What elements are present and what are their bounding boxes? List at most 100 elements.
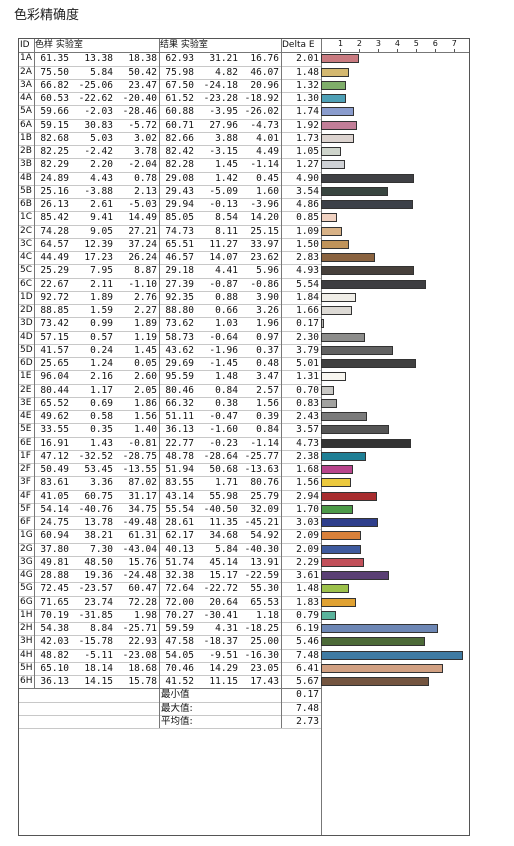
result-l-value: 75.98 (165, 66, 194, 78)
delta-e-bar (321, 54, 360, 64)
sample-a-value: 2.16 (90, 371, 113, 383)
delta-e-value: 1.70 (296, 503, 319, 515)
result-l-value: 36.13 (165, 424, 194, 436)
delta-e-value: 1.05 (296, 146, 319, 157)
sample-l-value: 70.19 (40, 609, 69, 621)
sample-b-value: 15.78 (128, 676, 157, 687)
row-id: 6A (20, 119, 32, 130)
row-id: 5D (20, 344, 33, 355)
delta-e-bar (321, 438, 411, 448)
sample-b-value: -5.72 (128, 119, 157, 131)
result-l-value: 22.77 (165, 437, 194, 449)
result-a-value: -18.37 (203, 636, 238, 648)
result-a-value: -1.45 (209, 358, 238, 369)
result-a-value: 31.21 (209, 53, 238, 65)
sample-b-value: -23.08 (122, 649, 157, 661)
sample-b-value: -24.48 (122, 570, 157, 581)
sample-a-value: 9.05 (90, 225, 113, 237)
result-l-value: 60.88 (165, 106, 194, 118)
delta-e-bar (321, 80, 347, 90)
result-b-value: 0.45 (256, 172, 279, 184)
result-l-value: 82.42 (165, 146, 194, 157)
result-a-value: 3.88 (215, 132, 238, 144)
result-b-value: 1.18 (256, 609, 279, 621)
sample-b-value: 8.87 (134, 265, 157, 277)
result-l-value: 62.93 (165, 53, 194, 65)
result-b-value: 13.91 (250, 556, 279, 568)
result-l-value: 32.38 (165, 570, 194, 581)
result-l-value: 60.71 (165, 119, 194, 131)
delta-e-value: 4.73 (296, 437, 319, 449)
sample-l-value: 25.65 (40, 358, 69, 369)
result-a-value: -9.51 (209, 649, 238, 661)
row-divider (19, 582, 321, 584)
result-a-value: 45.14 (209, 556, 238, 568)
result-a-value: 50.68 (209, 464, 238, 475)
sample-b-value: 37.24 (128, 238, 157, 250)
sample-a-value: 18.14 (84, 662, 113, 674)
header-id: ID (20, 40, 30, 50)
row-divider (19, 105, 321, 107)
result-a-value: -3.95 (209, 106, 238, 118)
result-l-value: 29.43 (165, 185, 194, 197)
sample-b-value: 26.24 (128, 252, 157, 263)
sample-a-value: -25.06 (78, 79, 113, 91)
row-divider (19, 357, 321, 358)
row-divider (19, 118, 321, 120)
row-divider (19, 688, 321, 690)
sample-l-value: 92.72 (40, 291, 69, 303)
result-a-value: -1.60 (209, 424, 238, 436)
result-b-value: -1.14 (250, 159, 279, 171)
sample-l-value: 82.25 (40, 146, 69, 157)
sample-b-value: 1.98 (134, 609, 157, 621)
delta-e-bar (321, 637, 425, 647)
result-b-value: -3.96 (250, 199, 279, 210)
row-divider (19, 701, 321, 703)
delta-e-value: 2.38 (296, 450, 319, 462)
result-b-value: 3.26 (256, 305, 279, 316)
result-a-value: -0.87 (209, 278, 238, 290)
sample-b-value: 0.78 (134, 172, 157, 184)
delta-e-bar (321, 491, 377, 501)
sample-a-value: 2.20 (90, 159, 113, 171)
result-b-value: 1.56 (256, 397, 279, 409)
sample-a-value: 0.69 (90, 397, 113, 409)
summary-label: 最大值: (161, 702, 193, 714)
delta-e-bar (321, 226, 342, 236)
sample-b-value: 2.27 (134, 305, 157, 316)
row-divider (19, 158, 321, 160)
delta-e-value: 2.01 (296, 53, 319, 65)
result-a-value: 5.84 (215, 543, 238, 555)
delta-e-value: 6.41 (296, 662, 319, 674)
result-a-value: 1.48 (215, 371, 238, 383)
sample-b-value: 1.56 (134, 411, 157, 422)
result-a-value: 27.96 (209, 119, 238, 131)
row-divider (19, 622, 321, 623)
sample-b-value: -0.81 (128, 437, 157, 449)
sample-a-value: -32.52 (78, 450, 113, 462)
result-l-value: 51.94 (165, 464, 194, 475)
row-id: 2D (20, 305, 33, 315)
result-b-value: 23.62 (250, 252, 279, 263)
delta-e-value: 1.73 (296, 132, 319, 144)
row-divider (19, 661, 321, 663)
result-b-value: 3.47 (256, 371, 279, 383)
result-a-value: 1.03 (215, 318, 238, 330)
sample-a-value: 3.36 (90, 477, 113, 489)
result-a-value: 8.54 (215, 212, 238, 224)
sample-l-value: 25.29 (40, 265, 69, 277)
sample-b-value: 60.47 (128, 583, 157, 595)
result-b-value: 54.92 (250, 530, 279, 542)
summary-label: 平均值: (161, 715, 193, 727)
result-b-value: 3.90 (256, 291, 279, 303)
delta-e-bar (321, 650, 463, 660)
delta-e-bar-chart: 1 2 3 4 5 6 7 (321, 39, 469, 835)
result-b-value: -1.14 (250, 437, 279, 449)
delta-e-bar (321, 94, 346, 103)
row-divider (19, 52, 469, 54)
result-b-value: -13.63 (244, 464, 279, 475)
row-divider (19, 476, 321, 478)
header-result-lab: 结果 实验室 (160, 40, 208, 50)
sample-l-value: 28.88 (40, 570, 69, 581)
result-b-value: 80.76 (250, 477, 279, 489)
